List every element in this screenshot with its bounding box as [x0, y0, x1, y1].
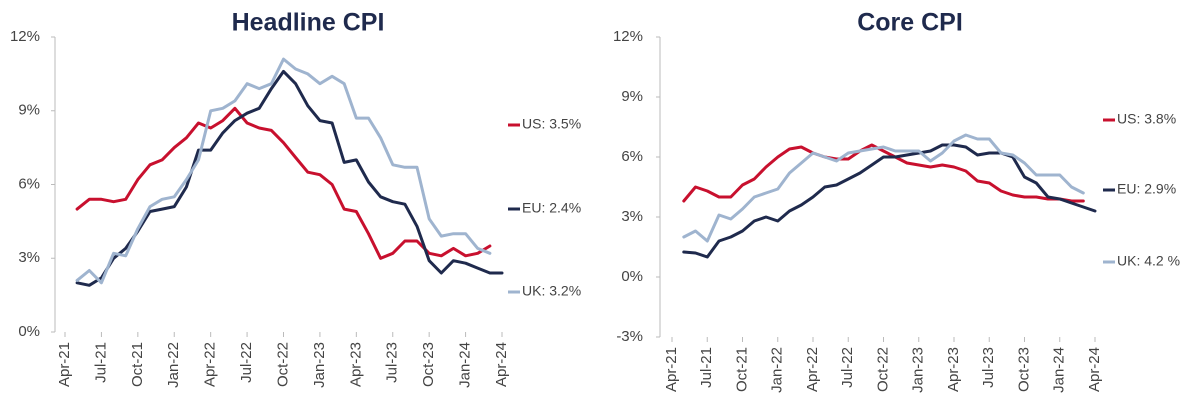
x-tick-label: Oct-22: [874, 347, 891, 392]
series-line: [75, 106, 492, 260]
series-line: [682, 133, 1085, 243]
series-line: [682, 143, 1097, 259]
x-tick-label: Oct-23: [420, 342, 437, 387]
x-tick-label: Jul-23: [384, 342, 401, 383]
x-tick-label: Apr-22: [202, 342, 219, 387]
y-tick-label: 3%: [621, 208, 643, 225]
chart-title: Core CPI: [857, 9, 963, 37]
x-tick-label: Jan-22: [769, 347, 786, 393]
series-label: UK: 3.2%: [522, 283, 581, 299]
x-tick-label: Jan-22: [165, 342, 182, 388]
x-tick-label: Oct-22: [274, 342, 291, 387]
x-tick-label: Apr-22: [804, 347, 821, 392]
x-tick-label: Apr-24: [493, 342, 510, 387]
series-line: [682, 143, 1085, 203]
y-tick-label: 6%: [621, 148, 643, 165]
series-line: [75, 57, 492, 285]
y-tick-label: 9%: [621, 88, 643, 105]
y-tick-label: 0%: [621, 268, 643, 285]
x-tick-label: Jul-21: [698, 347, 715, 388]
x-tick-label: Jul-23: [980, 347, 997, 388]
x-tick-label: Apr-21: [56, 342, 73, 387]
x-tick-label: Jan-24: [1051, 347, 1068, 393]
series-label: EU: 2.9%: [1117, 181, 1176, 197]
x-tick-label: Apr-24: [1086, 347, 1103, 392]
series-label: US: 3.8%: [1117, 111, 1176, 127]
x-tick-label: Oct-21: [733, 347, 750, 392]
x-tick-label: Jul-22: [839, 347, 856, 388]
series-label: UK: 4.2 %: [1117, 253, 1180, 269]
series-label: EU: 2.4%: [522, 200, 581, 216]
chart-title: Headline CPI: [232, 9, 385, 37]
y-tick-label: 9%: [18, 102, 40, 119]
x-tick-label: Jul-22: [238, 342, 255, 383]
x-tick-label: Jul-21: [92, 342, 109, 383]
x-tick-label: Oct-21: [129, 342, 146, 387]
y-tick-label: -3%: [616, 328, 643, 345]
y-tick-label: 12%: [613, 28, 643, 45]
y-tick-label: 0%: [18, 323, 40, 340]
x-tick-label: Apr-23: [945, 347, 962, 392]
x-tick-label: Apr-23: [347, 342, 364, 387]
x-tick-label: Jan-24: [457, 342, 474, 388]
y-tick-label: 3%: [18, 249, 40, 266]
x-tick-label: Jan-23: [910, 347, 927, 393]
y-tick-label: 12%: [10, 28, 40, 45]
series-label: US: 3.5%: [522, 116, 581, 132]
x-tick-label: Oct-23: [1015, 347, 1032, 392]
series-line: [75, 69, 504, 287]
x-tick-label: Jan-23: [311, 342, 328, 388]
x-tick-label: Apr-21: [663, 347, 680, 392]
y-tick-label: 6%: [18, 175, 40, 192]
